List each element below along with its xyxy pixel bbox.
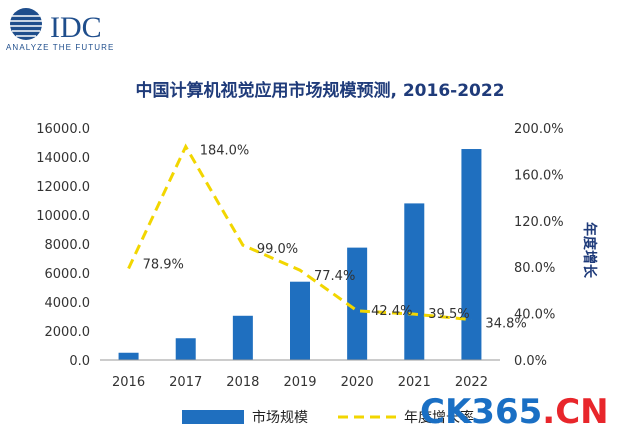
y-left-tick: 10000.0	[36, 209, 90, 224]
y-left-tick: 16000.0	[36, 122, 90, 137]
y-right-tick: 160.0%	[514, 168, 564, 183]
y-right-tick: 120.0%	[514, 215, 564, 230]
bar-2017	[175, 338, 196, 360]
x-tick: 2020	[341, 375, 374, 390]
y-right-tick: 80.0%	[514, 261, 555, 276]
growth-label-2022: 34.8%	[485, 317, 526, 332]
y-right-tick: 200.0%	[514, 122, 564, 137]
growth-label-2020: 42.4%	[371, 304, 412, 319]
chart-title: 中国计算机视觉应用市场规模预测, 2016-2022	[135, 80, 504, 101]
legend-line-label: 年度增长率	[404, 409, 474, 426]
x-tick: 2019	[283, 375, 316, 390]
bar-2022	[461, 149, 482, 360]
idc-logo: IDC ANALYZE THE FUTURE	[6, 8, 114, 52]
growth-label-2017: 184.0%	[200, 144, 250, 159]
y-left-tick: 8000.0	[45, 238, 91, 253]
logo-brand: IDC	[50, 11, 102, 44]
logo-tagline: ANALYZE THE FUTURE	[6, 43, 114, 52]
growth-label-2016: 78.9%	[143, 257, 184, 272]
bar-2016	[118, 352, 139, 360]
bar-2019	[290, 281, 310, 360]
y-left-tick: 6000.0	[45, 267, 91, 282]
growth-label-2018: 99.0%	[257, 242, 298, 257]
x-tick: 2017	[169, 375, 202, 390]
growth-label-2019: 77.4%	[314, 269, 355, 284]
legend-bar-label: 市场规模	[252, 409, 308, 426]
bar-2021	[404, 203, 425, 360]
y-left-tick: 2000.0	[45, 325, 91, 340]
legend-bar-swatch	[182, 410, 244, 424]
logo-globe-icon	[10, 8, 42, 40]
growth-label-2021: 39.5%	[428, 307, 469, 322]
right-axis-label: 年度增长	[581, 222, 598, 279]
y-right-tick: 40.0%	[514, 308, 555, 323]
y-left-tick: 12000.0	[36, 180, 90, 195]
x-tick: 2021	[398, 375, 431, 390]
x-tick: 2018	[226, 375, 259, 390]
bar-2020	[347, 247, 368, 360]
x-tick: 2022	[455, 375, 488, 390]
x-tick: 2016	[112, 375, 145, 390]
y-right-tick: 0.0%	[514, 354, 547, 369]
bar-2018	[232, 315, 253, 360]
y-left-tick: 4000.0	[45, 296, 91, 311]
y-left-tick: 0.0	[69, 354, 90, 369]
y-left-tick: 14000.0	[36, 151, 90, 166]
